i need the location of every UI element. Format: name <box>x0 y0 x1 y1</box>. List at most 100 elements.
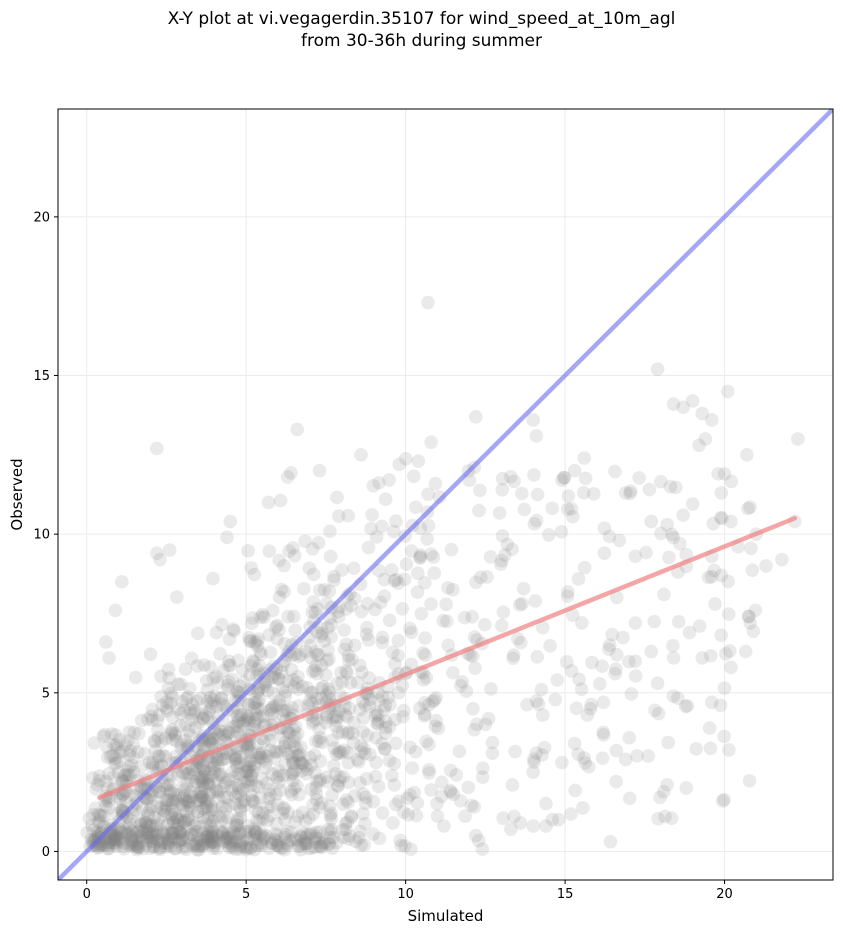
scatter-point <box>396 703 411 718</box>
scatter-point <box>419 734 434 749</box>
scatter-point <box>243 840 258 855</box>
scatter-point <box>439 597 453 612</box>
scatter-point <box>358 698 372 712</box>
scatter-point <box>89 782 103 796</box>
scatter-point <box>256 806 270 820</box>
scatter-point <box>473 483 487 498</box>
scatter-point <box>323 808 338 823</box>
scatter-point <box>174 738 189 752</box>
scatter-point <box>175 765 190 780</box>
scatter-point <box>359 771 374 786</box>
scatter-point <box>191 831 206 846</box>
scatter-point <box>399 557 414 571</box>
scatter-point <box>319 688 334 702</box>
scatter-point <box>132 840 146 855</box>
scatter-point <box>568 783 582 798</box>
scatter-point <box>247 760 262 775</box>
scatter-point <box>372 831 387 846</box>
scatter-point <box>101 801 116 815</box>
scatter-point <box>233 810 248 825</box>
scatter-point <box>288 719 303 734</box>
scatter-point <box>630 749 644 763</box>
scatter-point <box>277 584 291 599</box>
scatter-point <box>290 727 305 741</box>
scatter-point <box>228 752 242 767</box>
scatter-point <box>158 749 173 764</box>
scatter-point <box>354 838 368 852</box>
scatter-point <box>586 487 601 501</box>
scatter-point <box>578 756 592 770</box>
scatter-point <box>291 649 306 664</box>
scatter-point <box>284 768 299 782</box>
scatter-point <box>269 833 283 848</box>
scatter-point <box>314 840 329 855</box>
scatter-point <box>244 658 258 673</box>
scatter-point <box>126 750 140 765</box>
scatter-point <box>327 573 341 588</box>
scatter-point <box>211 759 225 773</box>
scatter-point <box>221 827 235 841</box>
scatter-point <box>414 606 429 621</box>
scatter-point <box>92 808 107 823</box>
scatter-point <box>159 701 174 716</box>
scatter-point <box>458 809 472 824</box>
scatter-point <box>247 718 262 733</box>
scatter-point <box>198 708 213 723</box>
scatter-point <box>303 750 317 765</box>
y-tick-label: 15 <box>33 369 50 384</box>
scatter-point <box>473 570 488 585</box>
scatter-point <box>338 707 353 722</box>
scatter-point <box>468 828 483 843</box>
scatter-point <box>145 702 160 717</box>
scatter-point <box>247 700 262 715</box>
scatter-point <box>331 726 346 740</box>
scatter-point <box>229 842 243 857</box>
scatter-point <box>205 824 220 839</box>
scatter-point <box>378 698 393 713</box>
scatter-point <box>250 685 265 700</box>
scatter-point <box>366 827 380 841</box>
scatter-point <box>537 740 552 755</box>
scatter-point <box>146 834 160 849</box>
scatter-point <box>341 832 356 846</box>
scatter-point <box>654 526 668 541</box>
scatter-point <box>266 686 280 701</box>
scatter-point <box>357 741 371 756</box>
scatter-point <box>285 750 300 764</box>
scatter-point <box>143 802 157 817</box>
scatter-point <box>722 644 737 658</box>
scatter-point <box>278 684 293 699</box>
scatter-point <box>181 740 195 755</box>
scatter-point <box>110 833 124 848</box>
scatter-point <box>358 816 372 831</box>
scatter-point <box>109 829 124 844</box>
scatter-point <box>210 841 224 856</box>
scatter-point <box>247 757 262 771</box>
scatter-point <box>205 828 219 842</box>
scatter-point <box>295 679 310 694</box>
scatter-point <box>230 778 245 793</box>
scatter-point <box>102 651 116 665</box>
x-tick-label: 0 <box>83 887 91 902</box>
scatter-point <box>272 693 287 708</box>
scatter-point <box>332 609 346 624</box>
scatter-point <box>711 467 725 481</box>
scatter-point <box>197 802 212 816</box>
scatter-point <box>229 684 244 699</box>
scatter-point <box>154 801 168 815</box>
scatter-point <box>123 817 137 832</box>
x-tick-label: 20 <box>716 887 733 902</box>
scatter-point <box>391 576 406 590</box>
scatter-point <box>372 475 386 490</box>
scatter-point <box>192 771 207 785</box>
scatter-point <box>282 726 297 741</box>
scatter-point <box>342 701 357 716</box>
scatter-point <box>233 800 247 815</box>
scatter-point <box>187 706 202 721</box>
scatter-point <box>229 752 243 766</box>
scatter-point <box>205 803 220 817</box>
scatter-point <box>157 778 171 793</box>
scatter-point <box>742 774 757 788</box>
scatter-point <box>114 574 129 589</box>
scatter-point <box>98 799 113 814</box>
